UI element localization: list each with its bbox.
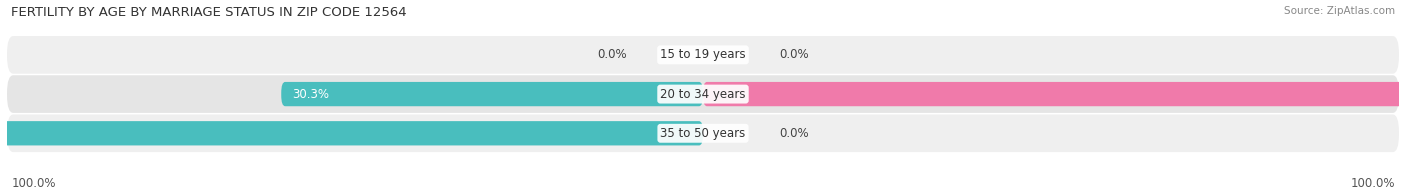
FancyBboxPatch shape xyxy=(703,82,1406,106)
Text: 15 to 19 years: 15 to 19 years xyxy=(661,48,745,61)
Text: FERTILITY BY AGE BY MARRIAGE STATUS IN ZIP CODE 12564: FERTILITY BY AGE BY MARRIAGE STATUS IN Z… xyxy=(11,6,406,19)
Text: 100.0%: 100.0% xyxy=(11,177,56,190)
Text: Source: ZipAtlas.com: Source: ZipAtlas.com xyxy=(1284,6,1395,16)
Text: 0.0%: 0.0% xyxy=(779,48,810,61)
Text: 0.0%: 0.0% xyxy=(596,48,627,61)
FancyBboxPatch shape xyxy=(7,36,1399,74)
Text: 100.0%: 100.0% xyxy=(1350,177,1395,190)
Text: 20 to 34 years: 20 to 34 years xyxy=(661,88,745,101)
Text: 35 to 50 years: 35 to 50 years xyxy=(661,127,745,140)
FancyBboxPatch shape xyxy=(281,82,703,106)
Text: 0.0%: 0.0% xyxy=(779,127,810,140)
FancyBboxPatch shape xyxy=(0,121,703,145)
FancyBboxPatch shape xyxy=(7,75,1399,113)
FancyBboxPatch shape xyxy=(7,114,1399,152)
Text: 30.3%: 30.3% xyxy=(292,88,329,101)
